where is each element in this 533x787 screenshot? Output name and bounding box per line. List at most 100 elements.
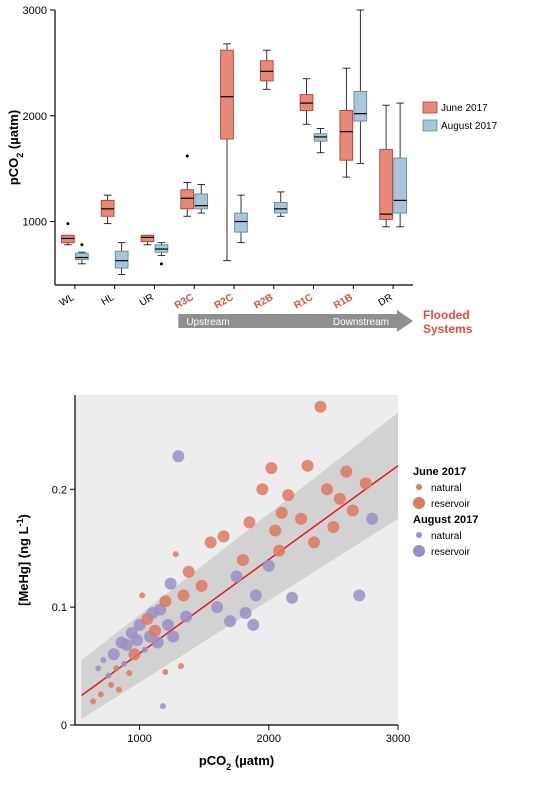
data-point [178, 589, 190, 601]
outlier [186, 154, 189, 157]
data-point [302, 460, 314, 472]
box [195, 194, 208, 209]
arrow-left-label: Upstream [186, 317, 229, 328]
data-point [167, 631, 179, 643]
legend-group-title: August 2017 [413, 514, 478, 526]
legend-marker [416, 484, 422, 490]
figure-container: 100020003000pCO2 (µatm)WLHLURR3CR2CR2BR1… [0, 0, 533, 780]
data-point [152, 637, 164, 649]
data-point [108, 648, 120, 660]
box [274, 203, 287, 214]
box [76, 253, 89, 259]
data-point [250, 589, 262, 601]
flooded-label: Flooded [423, 308, 470, 322]
box [181, 190, 194, 209]
flow-arrow-head [397, 310, 413, 332]
data-point [237, 554, 249, 566]
legend-marker [416, 532, 422, 538]
data-point [121, 639, 133, 651]
data-point [116, 687, 122, 693]
legend-label: reservoir [431, 499, 471, 510]
scatter-xlabel: pCO2 (µatm) [199, 753, 274, 772]
scatter-panel: 1000 2000 3000 0 0.1 0.2 pCO2 (µatm) [MeHg] (ng… [0, 380, 533, 780]
scatter-svg: 1000 2000 3000 0 0.1 0.2 pCO2 (µatm) [MeHg] (ng… [0, 380, 533, 780]
data-point [308, 536, 320, 548]
data-point [366, 513, 378, 525]
ytick-label: 0.1 [52, 602, 67, 614]
data-point [178, 663, 184, 669]
data-point [273, 545, 285, 557]
data-point [240, 607, 252, 619]
box [394, 158, 407, 213]
xtick-label: R1C [292, 292, 315, 312]
data-point [282, 489, 294, 501]
legend-group-title: June 2017 [413, 466, 466, 478]
data-point [327, 521, 339, 533]
xtick-label: DR [377, 292, 395, 309]
data-point [183, 566, 195, 578]
data-point [149, 625, 161, 637]
ytick-label: 0 [61, 720, 67, 732]
data-point [340, 466, 352, 478]
data-point [113, 665, 119, 671]
box [354, 91, 367, 121]
scatter-ylabel: [MeHg] (ng L-1) [15, 514, 31, 606]
xtick-label: UR [138, 292, 156, 309]
data-point [172, 450, 184, 462]
data-point [128, 648, 140, 660]
data-point [121, 661, 127, 667]
data-point [142, 647, 148, 653]
data-point [90, 698, 96, 704]
legend-swatch [423, 120, 437, 131]
data-point [334, 493, 346, 505]
data-point [276, 507, 288, 519]
data-point [211, 601, 223, 613]
data-point [173, 551, 179, 557]
xtick-label: R3C [173, 292, 196, 312]
ytick-label: 0.2 [52, 484, 67, 496]
data-point [98, 691, 104, 697]
data-point [139, 592, 145, 598]
data-point [224, 615, 236, 627]
outlier [160, 262, 163, 265]
legend-label: August 2017 [441, 121, 498, 132]
ytick-label: 1000 [23, 217, 47, 229]
box [221, 50, 234, 139]
data-point [108, 682, 114, 688]
data-point [100, 657, 106, 663]
data-point [269, 525, 281, 537]
boxplot-svg: 100020003000pCO2 (µatm)WLHLURR3CR2CR2BR1… [0, 0, 533, 360]
data-point [314, 401, 326, 413]
data-point [126, 670, 132, 676]
data-point [95, 665, 101, 671]
xtick-label: 2000 [257, 733, 281, 745]
data-point [106, 673, 112, 679]
xtick-label: R1B [332, 292, 355, 312]
data-point [165, 578, 177, 590]
legend-marker [413, 497, 425, 509]
legend-label: June 2017 [441, 103, 488, 114]
outlier [66, 222, 69, 225]
data-point [347, 505, 359, 517]
data-point [159, 595, 171, 607]
data-point [353, 589, 365, 601]
box [141, 235, 154, 241]
data-point [295, 513, 307, 525]
xtick-label: HL [100, 292, 117, 308]
data-point [265, 462, 277, 474]
data-point [321, 483, 333, 495]
box [380, 150, 393, 220]
legend-swatch [423, 102, 437, 113]
data-point [131, 634, 143, 646]
xtick-label: R2C [213, 292, 236, 312]
data-point [360, 477, 372, 489]
xtick-label: 3000 [386, 733, 410, 745]
data-point [162, 669, 168, 675]
box [115, 251, 128, 268]
data-point [180, 611, 192, 623]
data-point [160, 703, 166, 709]
ytick-label: 3000 [23, 5, 47, 17]
data-point [256, 483, 268, 495]
xtick-label: 1000 [127, 733, 151, 745]
xtick-label: R2B [252, 292, 275, 312]
